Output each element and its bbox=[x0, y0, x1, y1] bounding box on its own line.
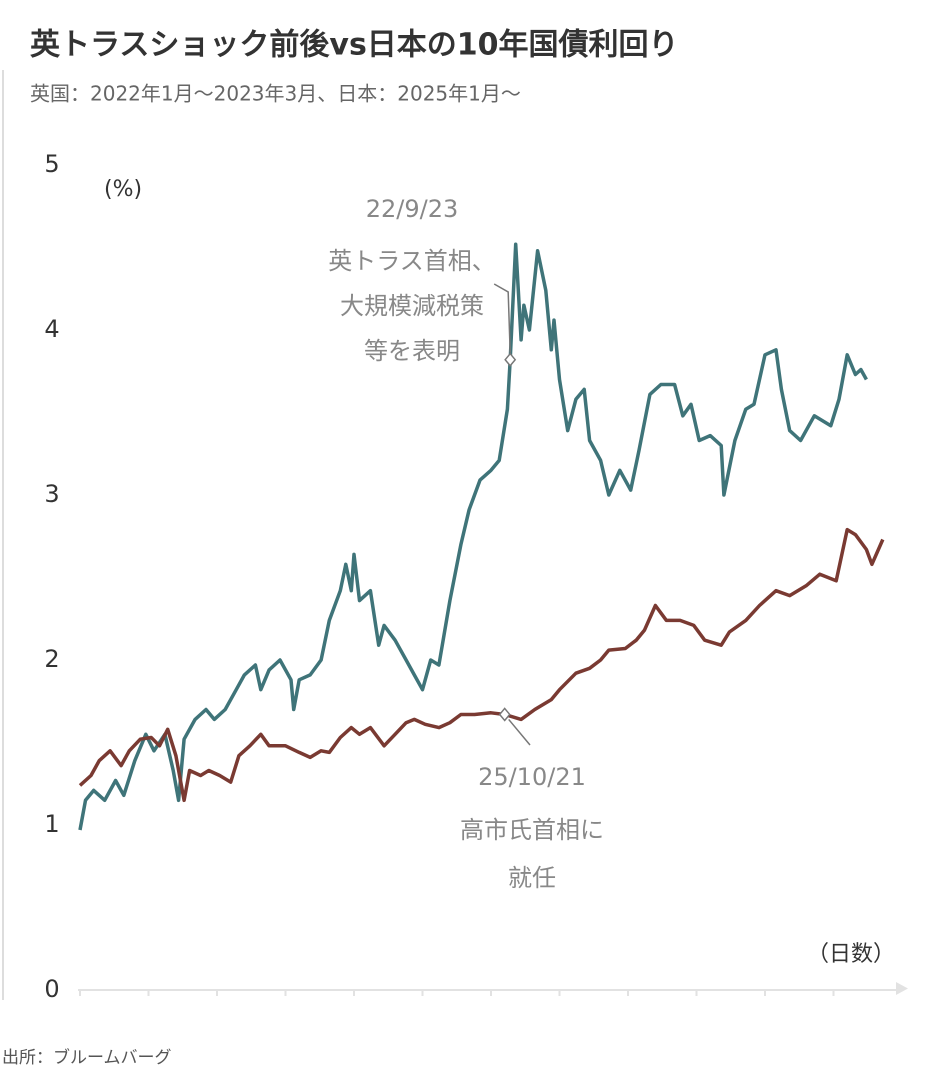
annotation-date: 25/10/21 bbox=[478, 763, 586, 791]
annotation-text: 等を表明 bbox=[364, 337, 460, 365]
annotation-marker bbox=[498, 707, 511, 722]
annotation-leader bbox=[508, 718, 531, 746]
annotation-marker bbox=[504, 352, 517, 367]
annotation-text: 就任 bbox=[508, 864, 556, 892]
axis-arrow bbox=[896, 982, 908, 995]
source: 出所：ブルームバーグ bbox=[2, 1047, 172, 1068]
annotation-date: 22/9/23 bbox=[366, 195, 459, 223]
chart-title: 英トラスショック前後vs日本の10年国債利回り bbox=[30, 28, 679, 63]
y-tick-label: 3 bbox=[44, 480, 59, 508]
annotation-text: 大規模減税策 bbox=[340, 292, 484, 320]
y-axis-label: (%) bbox=[104, 177, 142, 202]
series-line bbox=[78, 242, 868, 831]
y-tick-label: 2 bbox=[44, 645, 59, 673]
x-axis-label: （日数） bbox=[807, 942, 895, 967]
series-line bbox=[78, 527, 885, 803]
chart-subtitle: 英国：2022年1月～2023年3月、日本：2025年1月～ bbox=[30, 82, 521, 106]
y-tick-label: 4 bbox=[44, 315, 59, 343]
annotation-text: 英トラス首相、 bbox=[328, 247, 496, 275]
y-tick-label: 0 bbox=[44, 975, 59, 1003]
annotation-leader bbox=[493, 283, 511, 353]
y-tick-label: 1 bbox=[44, 810, 59, 838]
y-tick-label: 5 bbox=[44, 150, 59, 178]
annotation-text: 高市氏首相に bbox=[460, 816, 604, 844]
